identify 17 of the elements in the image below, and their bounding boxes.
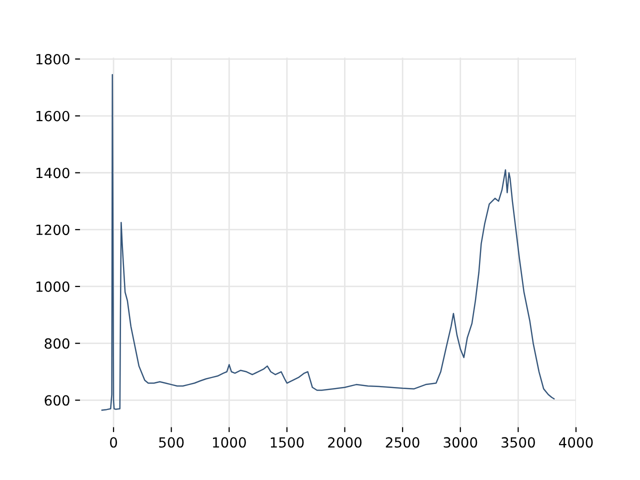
y-tick-label: 1600	[36, 110, 70, 122]
x-tick-label: 3000	[444, 437, 478, 448]
x-tick-label: 3500	[502, 437, 535, 448]
y-tick-label: 1400	[36, 168, 70, 178]
y-tick-label: 1200	[36, 224, 70, 236]
x-tick-label: 2500	[386, 437, 420, 448]
x-tick-label: 1000	[213, 437, 246, 448]
line-series	[101, 74, 555, 411]
y-tick-label: 1000	[36, 281, 70, 292]
x-tick-label: 2000	[328, 437, 362, 448]
x-tick-label: 4000	[559, 437, 593, 448]
x-tick-label: 1500	[270, 437, 304, 448]
y-tick-label: 800	[44, 338, 70, 349]
y-tick-label: 1800	[36, 54, 70, 64]
x-tick-label: 0	[110, 437, 118, 448]
x-tick-label: 500	[159, 437, 184, 448]
y-tick-label: 600	[44, 395, 70, 406]
